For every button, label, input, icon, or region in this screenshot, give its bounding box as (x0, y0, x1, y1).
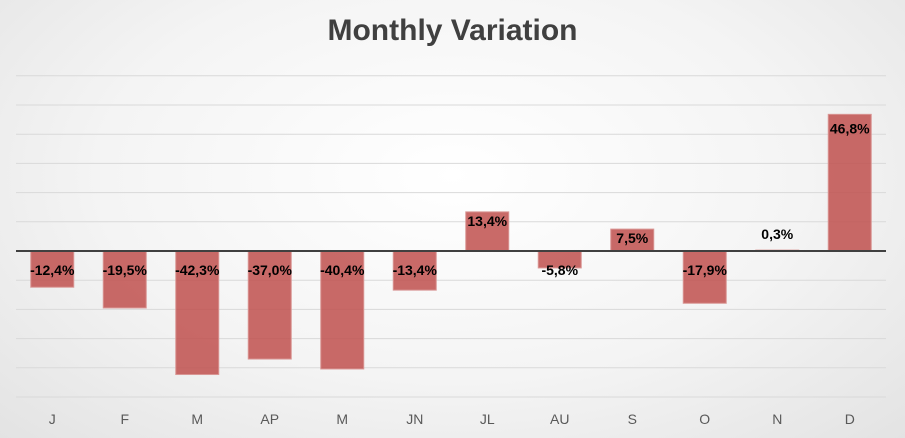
x-tick-label: AU (550, 411, 569, 427)
data-label: 7,5% (616, 230, 648, 246)
bar (320, 250, 365, 370)
x-tick-label: F (120, 411, 129, 427)
data-label: -42,3% (175, 262, 220, 278)
bar (30, 250, 75, 288)
data-label: -37,0% (248, 262, 293, 278)
data-label: 46,8% (830, 120, 870, 136)
bar (682, 250, 727, 304)
x-tick-label: S (628, 411, 637, 427)
data-label: 13,4% (467, 213, 507, 229)
bar (465, 211, 510, 252)
bar (392, 250, 437, 291)
bar (247, 250, 292, 360)
x-tick-label: AP (260, 411, 279, 427)
x-tick-label: JL (480, 411, 495, 427)
x-tick-label: N (772, 411, 782, 427)
data-label: 0,3% (761, 226, 793, 242)
data-label: -5,8% (541, 262, 578, 278)
x-tick-label: JN (406, 411, 423, 427)
data-label: -13,4% (393, 262, 438, 278)
x-tick-label: M (191, 411, 203, 427)
x-tick-label: D (845, 411, 855, 427)
data-label: -12,4% (30, 262, 75, 278)
data-label: -19,5% (103, 262, 148, 278)
bar (102, 250, 147, 309)
data-label: -40,4% (320, 262, 365, 278)
data-label: -17,9% (683, 262, 728, 278)
x-tick-label: J (49, 411, 56, 427)
chart-title: Monthly Variation (327, 14, 578, 47)
bar (175, 250, 220, 376)
x-tick-label: M (336, 411, 348, 427)
x-tick-label: O (699, 411, 710, 427)
